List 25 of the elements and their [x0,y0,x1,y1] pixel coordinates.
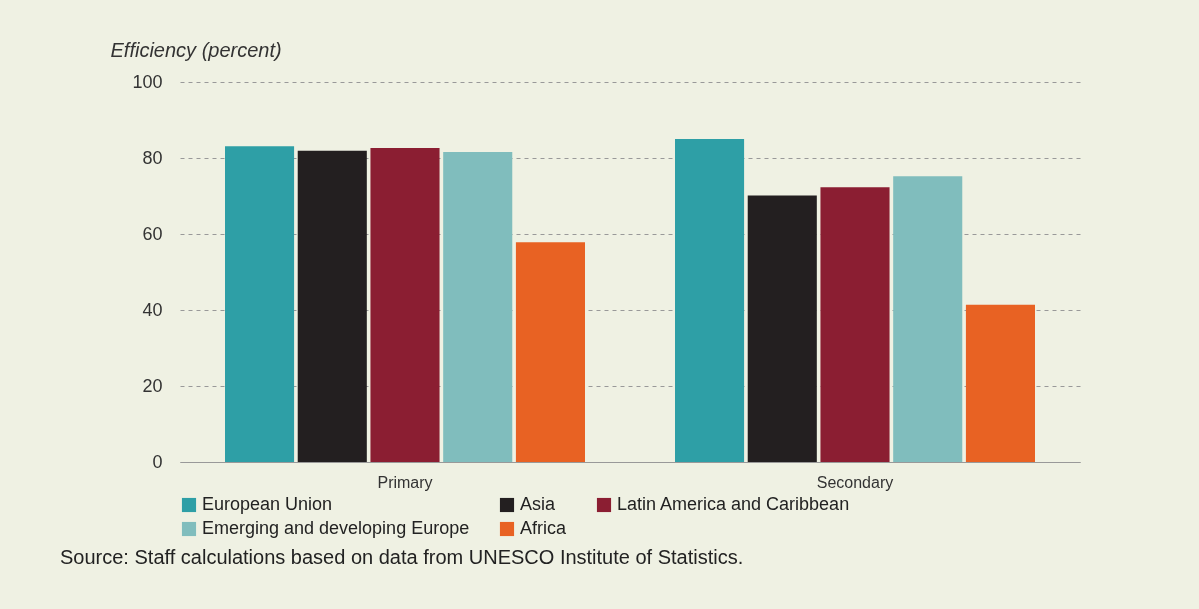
bar [515,242,585,462]
bar [675,139,745,462]
x-tick-label: Primary [377,473,433,491]
legend-label: European Union [202,494,333,514]
bar [297,150,367,462]
bar [747,195,817,462]
y-tick-label: 60 [142,223,163,244]
y-tick-label: 100 [132,71,163,92]
x-tick-label: Secondary [816,473,894,491]
legend-label: Latin America and Caribbean [617,494,850,514]
bar [370,148,440,462]
bar [893,176,963,462]
bar [820,187,890,462]
bar [443,151,513,462]
y-tick-label: 80 [142,147,163,168]
legend-label: Africa [520,518,567,538]
source-note: Source: Staff calculations based on data from UNESCO Institute of Statistics. [60,546,744,568]
bar [225,146,295,462]
y-axis-title: Efficiency (percent) [110,38,282,61]
y-tick-label: 0 [152,451,163,472]
y-tick-label: 40 [142,299,163,320]
legend-label: Emerging and developing Europe [202,518,470,538]
bar [965,304,1035,462]
y-tick-label: 20 [142,375,163,396]
legend-label: Asia [520,494,556,514]
